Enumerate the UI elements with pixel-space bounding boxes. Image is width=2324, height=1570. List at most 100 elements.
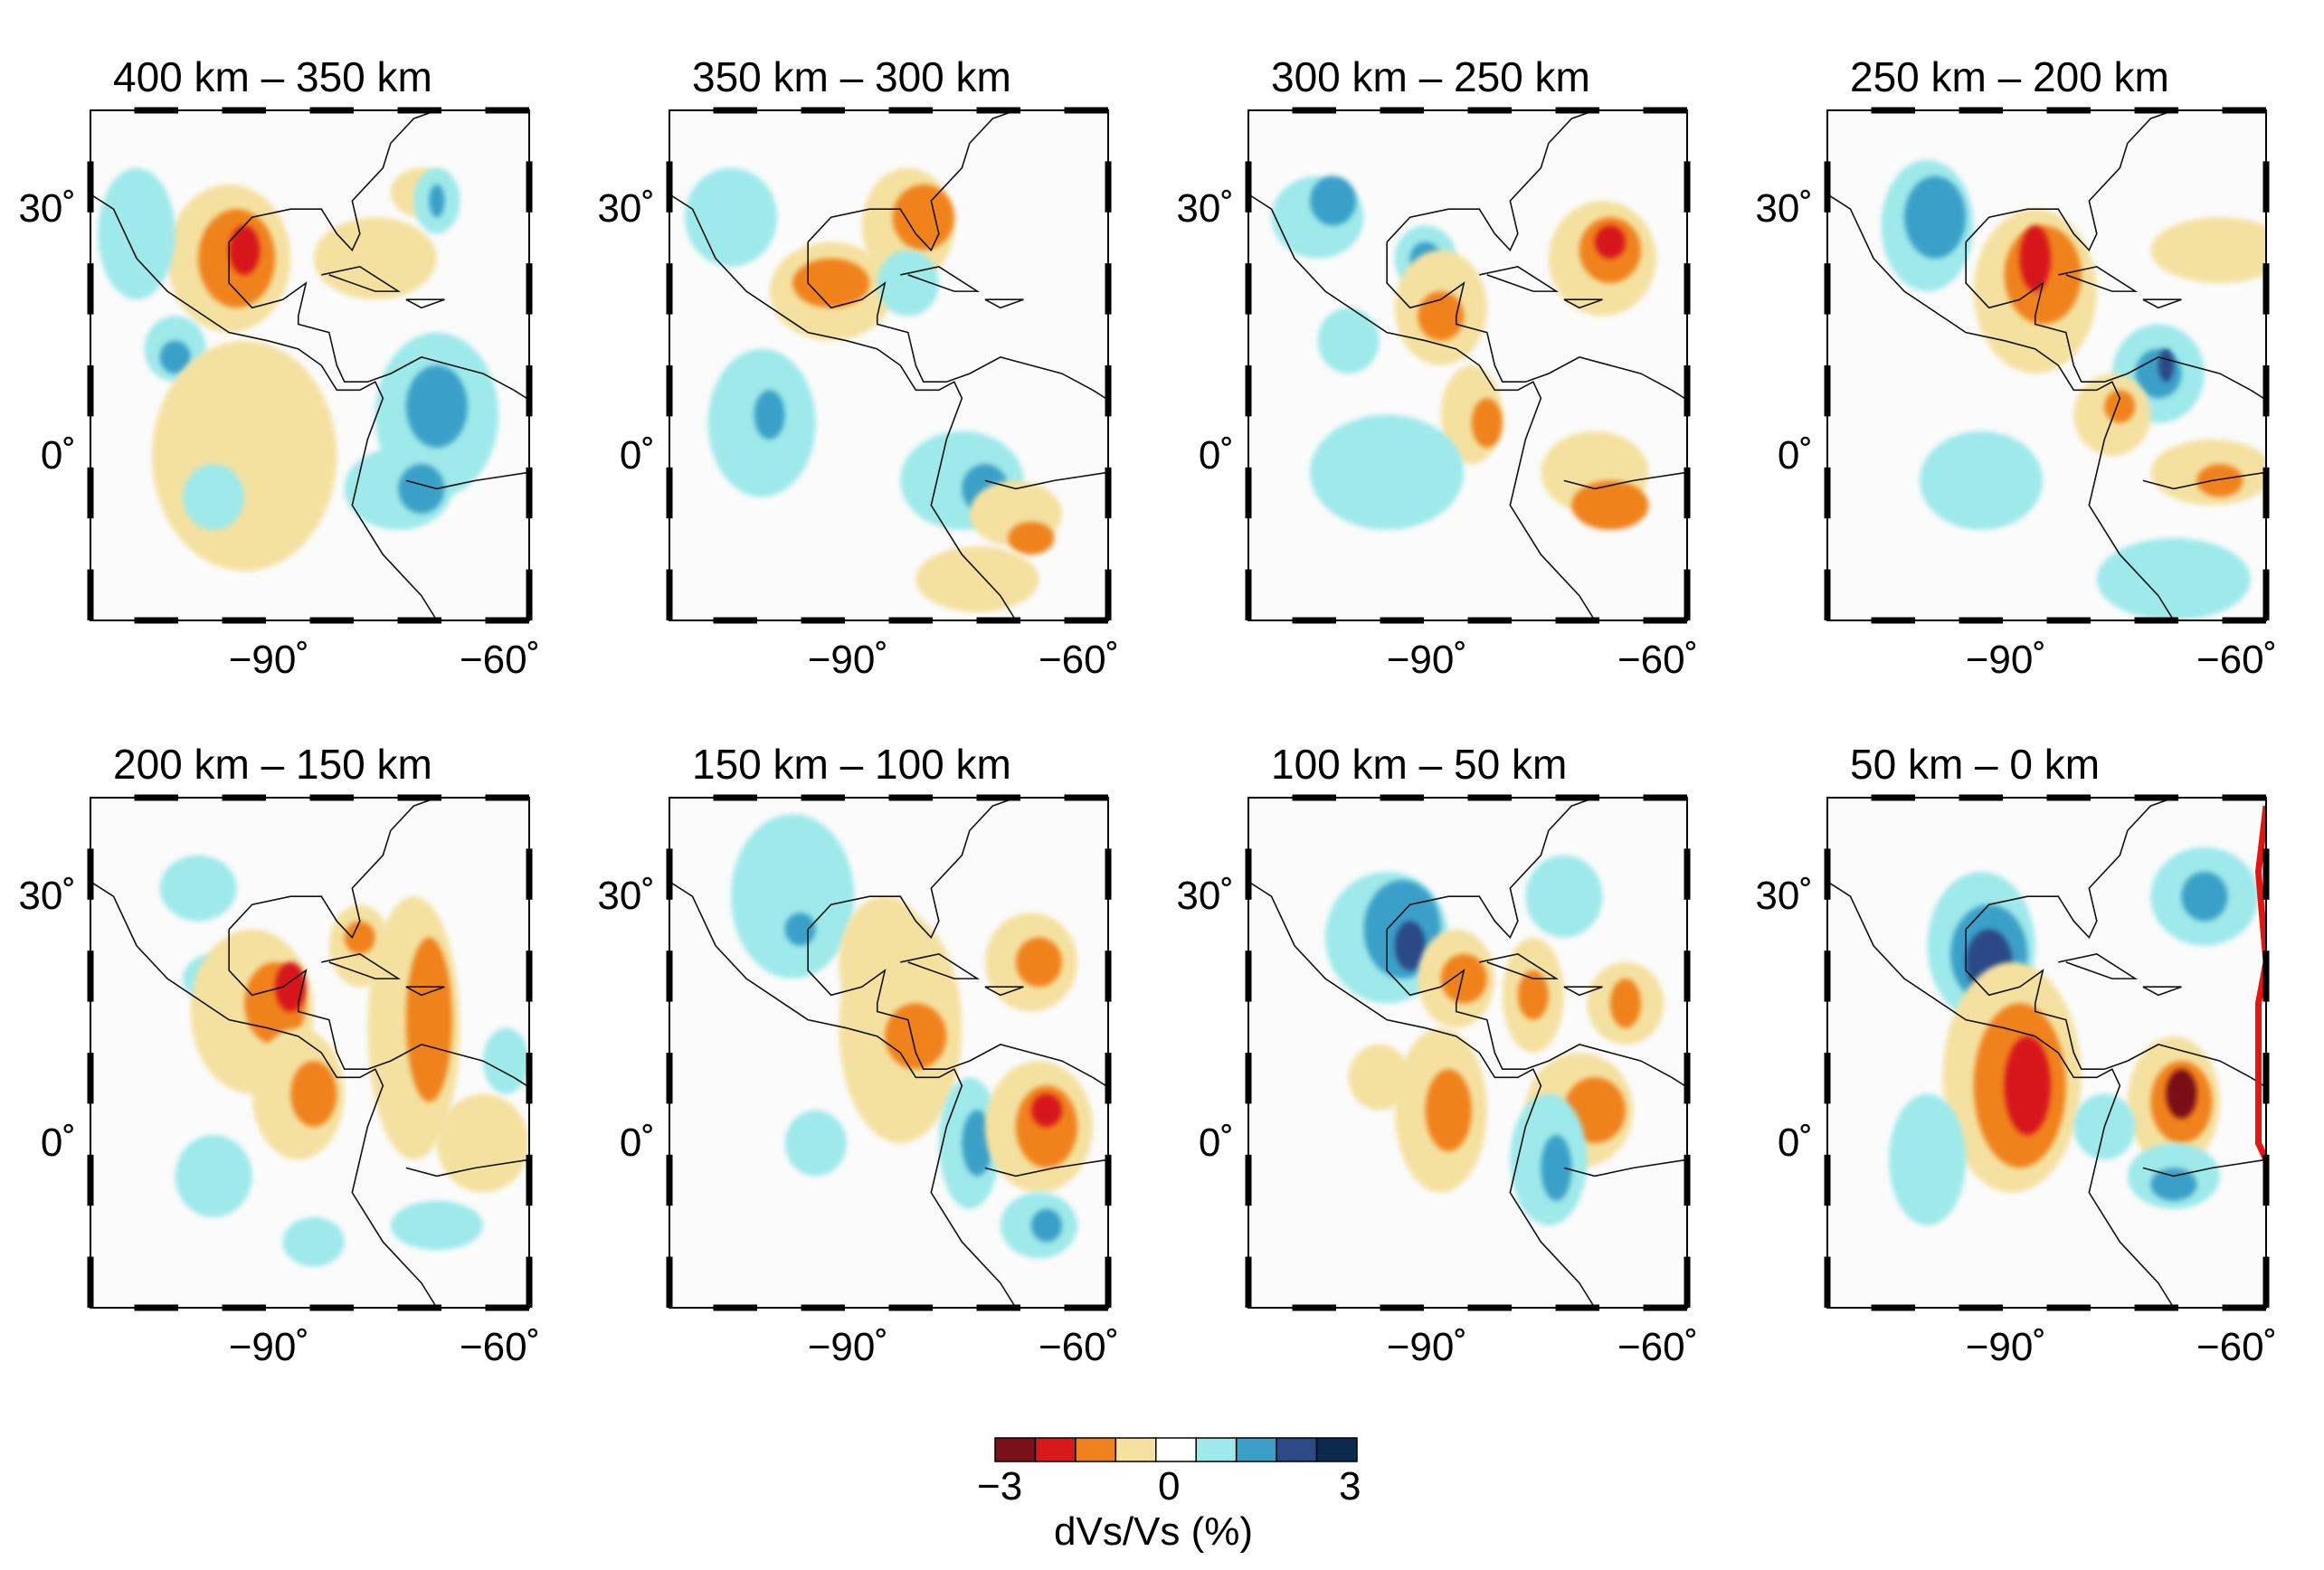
frame-tick — [1684, 161, 1691, 213]
colorbar-swatch — [1034, 1437, 1077, 1462]
frame-tick — [485, 617, 529, 624]
frame-tick — [1105, 1053, 1112, 1104]
coastline — [984, 1076, 1108, 1178]
panel-title: 150 km – 100 km — [692, 741, 1011, 788]
lat-tick-label: 30˚ — [1755, 874, 1813, 919]
frame-tick — [1245, 365, 1252, 417]
frame-tick — [1245, 569, 1252, 620]
colorbar-tick-label: 0 — [1158, 1464, 1181, 1509]
anomaly-contour — [405, 365, 468, 448]
coastline — [1248, 880, 1596, 1308]
coastline — [1563, 986, 1603, 997]
coastline — [405, 298, 445, 309]
frame-tick — [1824, 1053, 1831, 1104]
coastline — [1965, 929, 2252, 1078]
frame-tick — [2046, 107, 2091, 114]
frame-tick — [1684, 1154, 1691, 1206]
anomaly-field — [669, 110, 1108, 620]
frame-tick — [2262, 1154, 2270, 1206]
frame-tick — [1245, 467, 1252, 519]
lon-tick-label: −60˚ — [459, 638, 541, 682]
coastline — [228, 929, 515, 1078]
coastline — [405, 986, 445, 997]
frame-tick — [1380, 107, 1424, 114]
anomaly-contour — [685, 167, 778, 267]
anomaly-contour — [731, 814, 855, 979]
frame-tick — [485, 794, 529, 801]
lat-tick-label: 0˚ — [1198, 1121, 1234, 1166]
frame-tick — [666, 365, 673, 417]
anomaly-contour — [398, 464, 445, 514]
anomaly-contour — [1015, 937, 1062, 988]
frame-tick — [2222, 617, 2266, 624]
anomaly-contour — [877, 250, 939, 317]
anomaly-contour — [152, 340, 337, 572]
anomaly-contour — [784, 1110, 847, 1177]
frame-tick — [87, 848, 94, 900]
frame-tick — [801, 107, 845, 114]
frame-tick — [1684, 263, 1691, 315]
frame-tick — [1871, 107, 1915, 114]
frame-tick — [526, 848, 533, 900]
map-panel — [666, 107, 1112, 624]
frame-tick — [526, 569, 533, 620]
coastline — [984, 389, 1108, 490]
coastline — [1386, 241, 1673, 391]
frame-tick — [2262, 161, 2270, 213]
lat-tick-label: 0˚ — [40, 433, 76, 478]
coastline — [90, 880, 438, 1308]
coastline — [669, 193, 1017, 620]
frame-tick — [526, 951, 533, 1002]
anomaly-contour — [2196, 464, 2243, 497]
coastline — [900, 265, 981, 292]
frame-tick — [87, 1154, 94, 1206]
frame-tick — [1643, 617, 1687, 624]
frame-tick — [666, 467, 673, 519]
frame-tick — [2262, 951, 2270, 1002]
anomaly-contour — [282, 1216, 345, 1267]
frame-tick — [1064, 107, 1108, 114]
frame-tick — [87, 365, 94, 417]
frame-tick — [1467, 1304, 1512, 1311]
map-panel — [666, 794, 1112, 1311]
frame-tick — [2262, 365, 2270, 417]
anomaly-contour — [1571, 480, 1649, 530]
lon-tick-label: −90˚ — [807, 638, 889, 682]
anomaly-contour — [784, 913, 816, 946]
anomaly-contour — [2150, 217, 2266, 284]
frame-tick — [2262, 263, 2270, 315]
frame-tick — [1684, 467, 1691, 519]
frame-tick — [397, 794, 441, 801]
map-panel — [87, 107, 533, 624]
coastline — [1479, 265, 1560, 292]
anomaly-contour — [1425, 1069, 1472, 1152]
frame-tick — [666, 951, 673, 1002]
frame-tick — [1380, 1304, 1424, 1311]
frame-tick — [485, 107, 529, 114]
frame-tick — [1824, 569, 1831, 620]
anomaly-contour — [1317, 307, 1380, 374]
colorbar-swatch — [1075, 1437, 1117, 1462]
frame-tick — [1245, 1256, 1252, 1308]
anomaly-field — [1248, 110, 1687, 620]
frame-tick — [1105, 848, 1112, 900]
anomaly-field — [669, 798, 1108, 1308]
lon-tick-label: −60˚ — [1617, 1325, 1699, 1369]
lat-tick-label: 0˚ — [619, 1121, 655, 1166]
anomaly-contour — [275, 961, 307, 1012]
anomaly-contour — [1904, 175, 1967, 259]
map-panel — [1245, 794, 1691, 1311]
frame-tick — [2046, 794, 2091, 801]
frame-tick — [1245, 263, 1252, 315]
coastline — [984, 986, 1024, 997]
coastline — [228, 798, 438, 940]
anomaly-contour — [1310, 175, 1357, 226]
colorbar-swatch — [1115, 1437, 1157, 1462]
anomaly-contour — [792, 258, 870, 308]
lat-tick-label: 30˚ — [18, 874, 76, 919]
frame-tick — [666, 569, 673, 620]
frame-tick — [526, 161, 533, 213]
frame-tick — [1105, 161, 1112, 213]
frame-tick — [1824, 365, 1831, 417]
